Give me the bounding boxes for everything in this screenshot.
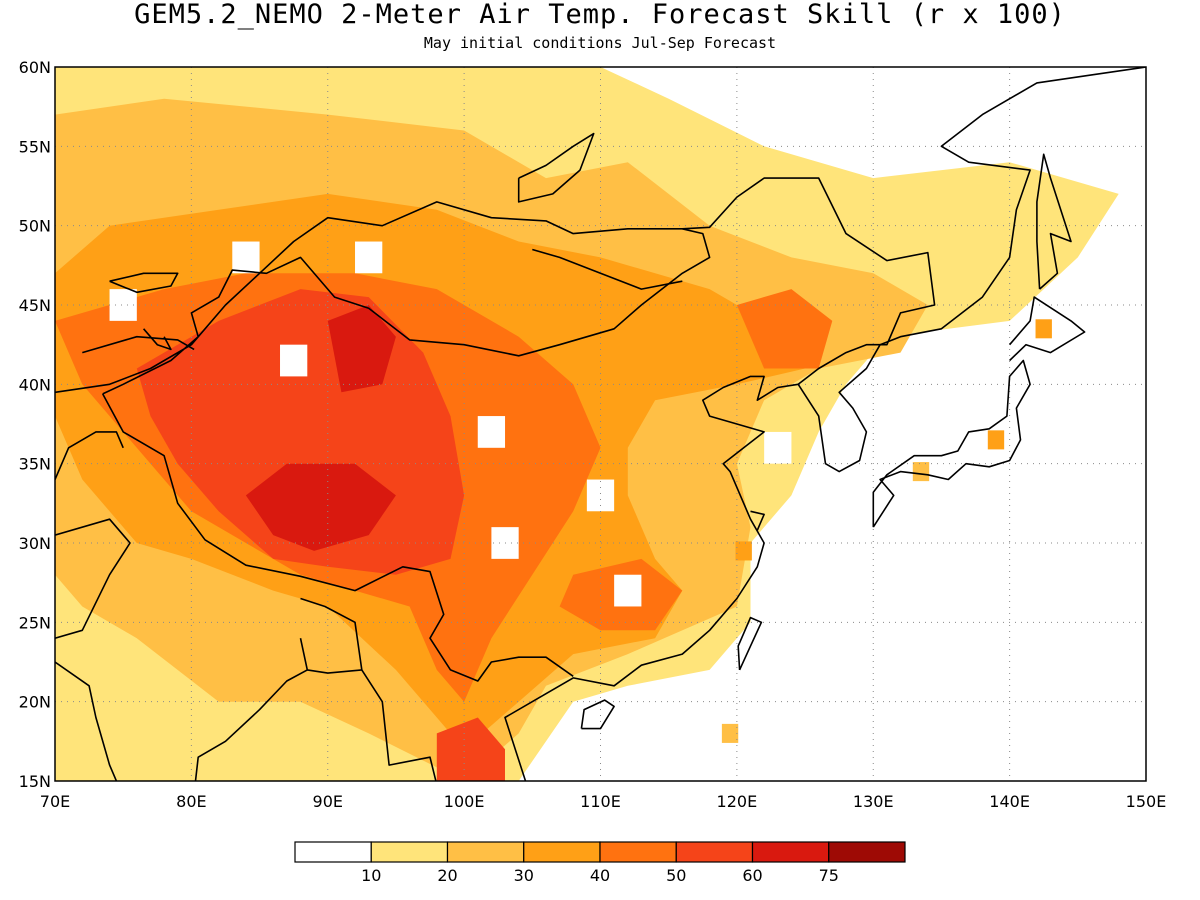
skill-region-manchuria xyxy=(736,289,833,369)
latitude-tick-label: 25N xyxy=(19,613,51,632)
colorbar-swatch xyxy=(294,841,372,863)
coastline-segment xyxy=(361,669,437,781)
coastline-segment xyxy=(82,335,195,354)
colorbar-label: 75 xyxy=(819,866,839,885)
skill-region-indochina xyxy=(436,717,505,781)
map-title: GEM5.2_NEMO 2-Meter Air Temp. Forecast S… xyxy=(134,0,1066,30)
graticule xyxy=(55,67,1146,781)
skill-region-strong xyxy=(245,463,396,551)
coastline-segment xyxy=(55,431,124,480)
low-skill-patch xyxy=(477,416,506,448)
colorbar-swatch xyxy=(523,841,601,863)
coastline-segment xyxy=(517,132,595,203)
coastline-segment xyxy=(872,359,1031,528)
skill-cell xyxy=(912,462,930,482)
colorbar-label: 20 xyxy=(437,866,457,885)
coastline-segment xyxy=(101,393,574,682)
coastline-segment xyxy=(580,699,615,730)
low-skill-patch xyxy=(586,479,615,512)
longitude-tick-label: 120E xyxy=(717,792,758,811)
coastline-segment xyxy=(142,328,172,351)
skill-cell xyxy=(1035,319,1052,339)
latitude-labels: 15N 20N 25N 30N 35N 40N 45N 50N 55N 60N xyxy=(19,58,51,791)
coastline-segment xyxy=(737,616,763,671)
colorbar-swatch xyxy=(599,841,677,863)
longitude-labels: 70E 80E 90E 100E 110E 120E 130E 140E 150E xyxy=(40,792,1167,811)
longitude-tick-label: 110E xyxy=(580,792,621,811)
coastline-segment xyxy=(55,201,711,395)
coastline-segment xyxy=(1008,296,1086,362)
low-skill-patch xyxy=(280,344,308,377)
coastline-segment xyxy=(1036,153,1072,290)
coastline-segment xyxy=(750,510,765,531)
longitude-tick-label: 70E xyxy=(40,792,70,811)
colorbar-swatch xyxy=(751,841,830,863)
coastline-segment xyxy=(194,669,308,781)
colorbar: 10 20 30 40 50 60 75 xyxy=(294,841,906,885)
low-skill-patch xyxy=(232,241,260,274)
skill-shading xyxy=(55,67,1119,781)
coastline-segment xyxy=(504,67,1146,781)
skill-region-strong-north xyxy=(327,305,396,393)
low-skill-patch xyxy=(355,241,383,274)
low-skill-patch xyxy=(764,431,792,464)
colorbar-swatch xyxy=(828,841,906,863)
skill-cell xyxy=(721,723,739,743)
latitude-tick-label: 55N xyxy=(19,137,51,156)
coastline-segment xyxy=(109,272,179,294)
coastline-segment xyxy=(682,177,936,385)
colorbar-swatch xyxy=(446,841,525,863)
longitude-tick-label: 140E xyxy=(989,792,1030,811)
longitude-tick-label: 130E xyxy=(853,792,894,811)
skill-cell xyxy=(987,430,1005,450)
low-skill-patch xyxy=(614,574,642,607)
longitude-tick-label: 90E xyxy=(313,792,343,811)
latitude-tick-label: 45N xyxy=(19,296,51,315)
latitude-tick-label: 20N xyxy=(19,693,51,712)
skill-cell xyxy=(735,541,752,561)
latitude-tick-label: 60N xyxy=(19,58,51,77)
latitude-tick-label: 40N xyxy=(19,375,51,394)
colorbar-label: 40 xyxy=(590,866,610,885)
colorbar-label: 30 xyxy=(514,866,534,885)
map-subtitle: May initial conditions Jul-Sep Forecast xyxy=(423,34,777,52)
coastline-segment xyxy=(55,661,118,781)
colorbar-label: 50 xyxy=(666,866,686,885)
colorbar-label: 60 xyxy=(742,866,762,885)
latitude-tick-label: 15N xyxy=(19,772,51,791)
longitude-tick-label: 150E xyxy=(1126,792,1167,811)
low-skill-patch xyxy=(109,289,137,321)
colorbar-swatch xyxy=(370,841,449,863)
plot-frame xyxy=(54,66,1147,782)
latitude-tick-label: 50N xyxy=(19,217,51,236)
colorbar-label: 10 xyxy=(361,866,381,885)
latitude-tick-label: 30N xyxy=(19,534,51,553)
colorbar-swatch xyxy=(675,841,754,863)
coastline-segment xyxy=(532,248,683,290)
longitude-tick-label: 80E xyxy=(176,792,206,811)
longitude-tick-label: 100E xyxy=(444,792,485,811)
coastline-segment xyxy=(55,518,131,639)
latitude-tick-label: 35N xyxy=(19,455,51,474)
coastlines xyxy=(55,67,1146,781)
